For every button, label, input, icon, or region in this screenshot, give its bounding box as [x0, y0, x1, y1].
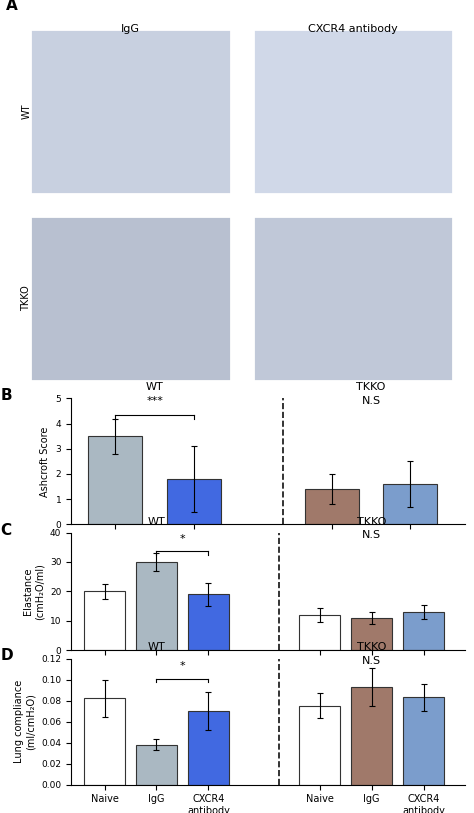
Bar [30, 29, 230, 194]
Y-axis label: Ashcroft Score: Ashcroft Score [40, 426, 50, 497]
Bar [30, 216, 230, 380]
Bar [84, 592, 125, 650]
Text: N.S: N.S [362, 529, 381, 540]
Text: TKKO: TKKO [356, 382, 386, 392]
Text: CXCR4 antibody: CXCR4 antibody [308, 24, 398, 34]
Text: TKKO: TKKO [357, 642, 386, 652]
Bar [136, 745, 177, 785]
Bar [403, 612, 444, 650]
Bar [383, 484, 438, 524]
Bar [300, 615, 340, 650]
Text: N.S: N.S [362, 656, 381, 666]
Bar [253, 216, 454, 380]
Bar [305, 489, 359, 524]
Text: *: * [180, 534, 185, 545]
Text: ***: *** [146, 396, 163, 406]
Bar [300, 706, 340, 785]
Text: *: * [180, 661, 185, 672]
Text: IgG: IgG [121, 24, 140, 34]
Y-axis label: Elastance
(cmH₂O/ml): Elastance (cmH₂O/ml) [23, 563, 45, 620]
Bar [351, 687, 392, 785]
Bar [253, 29, 454, 194]
Text: N.S: N.S [362, 396, 381, 406]
Text: TKKO: TKKO [357, 516, 386, 527]
Bar [84, 698, 125, 785]
Bar [167, 479, 221, 524]
Bar [351, 618, 392, 650]
Bar [136, 562, 177, 650]
Text: A: A [6, 0, 18, 12]
Bar [188, 594, 229, 650]
Text: WT: WT [147, 516, 165, 527]
Text: B: B [0, 389, 12, 403]
Bar [403, 698, 444, 785]
Text: WT: WT [21, 104, 31, 120]
Text: D: D [0, 649, 13, 663]
Bar [88, 436, 142, 524]
Text: WT: WT [146, 382, 164, 392]
Bar [188, 711, 229, 785]
Text: WT: WT [147, 642, 165, 652]
Text: TKKO: TKKO [21, 285, 31, 311]
Y-axis label: Lung compliance
(ml/cmH₂O): Lung compliance (ml/cmH₂O) [14, 680, 36, 763]
Text: C: C [0, 523, 11, 538]
